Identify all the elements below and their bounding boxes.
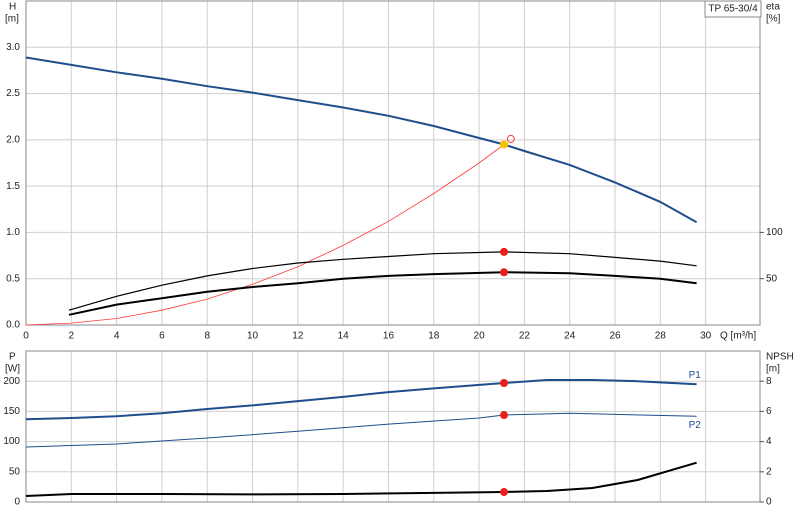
- y-tick-label: 3.0: [6, 42, 20, 53]
- y-tick-label: 2.5: [6, 88, 20, 99]
- x-tick-label: 12: [292, 331, 304, 342]
- x-tick-label: 0: [23, 331, 29, 342]
- y-tick-label: 0.0: [6, 320, 20, 331]
- curve: [25, 144, 505, 326]
- plot-frame: [25, 0, 761, 326]
- y2-axis-unit: [%]: [766, 14, 781, 25]
- y-tick-label: 0: [14, 497, 20, 508]
- y-tick-label: 200: [3, 376, 20, 387]
- y2-tick-label: 0: [766, 497, 772, 508]
- operating-point: [500, 247, 509, 256]
- y2-tick-label: 4: [766, 436, 772, 447]
- y2-tick-label: 2: [766, 466, 772, 477]
- operating-point: [500, 268, 509, 277]
- y2-axis-label: eta: [766, 2, 780, 13]
- y-axis-label: P: [9, 352, 16, 363]
- y-tick-label: 2.0: [6, 134, 20, 145]
- operating-point: [500, 140, 509, 149]
- x-tick-label: 14: [338, 331, 350, 342]
- curve: [25, 461, 697, 497]
- legend-label: TP 65-30/4: [708, 4, 758, 15]
- x-tick-label: 30: [700, 331, 712, 342]
- curve: [25, 379, 697, 421]
- x-tick-label: 26: [609, 331, 621, 342]
- y-axis-unit: [W]: [5, 364, 20, 375]
- x-tick-label: 20: [474, 331, 486, 342]
- x-tick-label: 18: [428, 331, 440, 342]
- x-tick-label: 4: [114, 331, 120, 342]
- operating-point: [500, 379, 509, 388]
- curve: [25, 56, 698, 224]
- x-tick-label: 28: [655, 331, 667, 342]
- x-tick-label: 22: [519, 331, 531, 342]
- x-axis-label: Q [m³/h]: [720, 331, 756, 342]
- x-tick-label: 16: [383, 331, 395, 342]
- curve: [25, 412, 697, 448]
- y2-tick-label: 100: [766, 227, 783, 238]
- x-tick-label: 6: [159, 331, 165, 342]
- operating-point: [500, 488, 509, 497]
- y-tick-label: 1.0: [6, 227, 20, 238]
- y2-tick-label: 8: [766, 376, 772, 387]
- legend-box: [704, 0, 762, 18]
- operating-point: [506, 134, 515, 143]
- curve: [68, 271, 697, 316]
- y-tick-label: 50: [9, 466, 21, 477]
- plot-frame: [25, 350, 761, 503]
- x-tick-label: 8: [204, 331, 210, 342]
- x-tick-label: 2: [69, 331, 75, 342]
- curve-label: P1: [689, 370, 702, 381]
- y-tick-label: 0.5: [6, 273, 20, 284]
- y-axis-label: H: [9, 2, 16, 13]
- y-axis-unit: [m]: [5, 14, 19, 25]
- curve-label: P2: [689, 420, 702, 431]
- y-tick-label: 100: [3, 436, 20, 447]
- x-tick-label: 10: [247, 331, 259, 342]
- y2-tick-label: 6: [766, 406, 772, 417]
- y2-axis-label: NPSH: [766, 352, 794, 363]
- y2-tick-label: 50: [766, 273, 778, 284]
- x-tick-label: 24: [564, 331, 576, 342]
- y-tick-label: 150: [3, 406, 20, 417]
- y-tick-label: 1.5: [6, 181, 20, 192]
- y2-axis-unit: [m]: [766, 364, 780, 375]
- curve: [68, 251, 697, 311]
- operating-point: [500, 411, 509, 420]
